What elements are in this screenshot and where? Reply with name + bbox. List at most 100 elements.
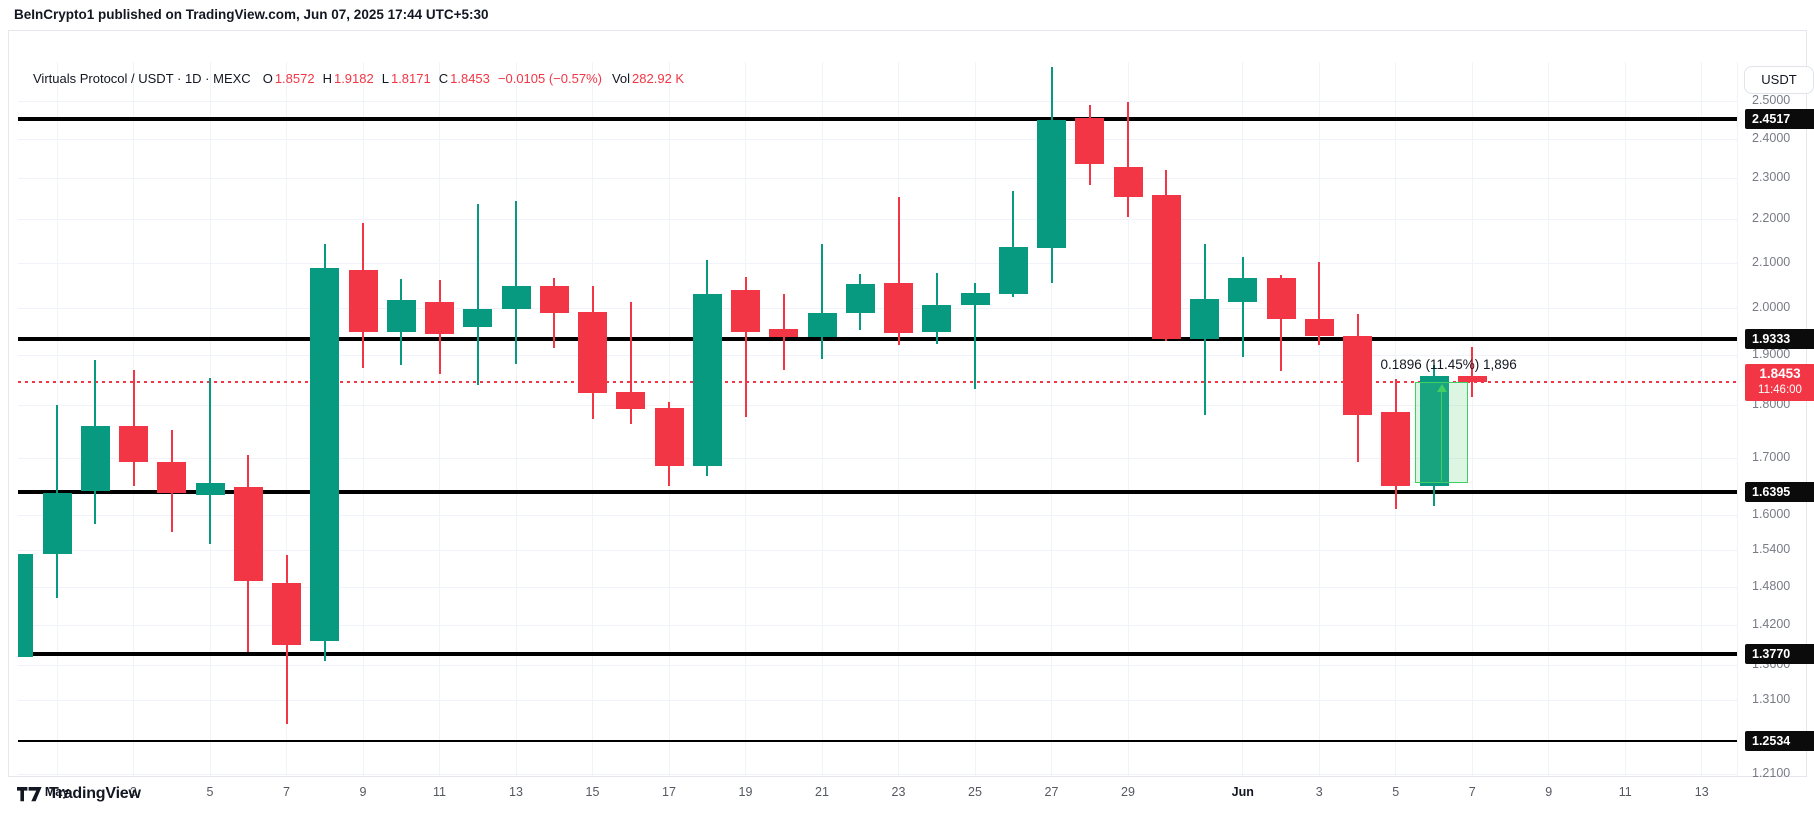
candle-may-10 xyxy=(386,299,416,332)
candle-may-21 xyxy=(807,313,837,337)
volume-value: 282.92 K xyxy=(632,71,685,86)
price-axis-label: 1.4200 xyxy=(1752,617,1791,632)
candle-may-12-wick xyxy=(476,203,479,386)
time-axis-label: 5 xyxy=(1392,785,1400,799)
time-axis-label: 11 xyxy=(1618,785,1632,799)
price-axis-label: 2.4000 xyxy=(1752,130,1791,145)
grid-vline xyxy=(439,62,440,776)
grid-vline xyxy=(1242,62,1244,776)
price-axis[interactable]: USDT 2.5000 2.4000 2.3000 2.2000 2.1000 2.000… xyxy=(1737,62,1814,780)
candle-may-5-wick xyxy=(209,378,211,545)
time-axis-label: 19 xyxy=(738,785,753,799)
candle-may-4 xyxy=(157,461,187,494)
price-level-badge: 1.3770 xyxy=(1745,643,1814,664)
grid-vline xyxy=(898,62,899,776)
support-resistance-line[interactable] xyxy=(18,651,1737,656)
time-axis-label: 25 xyxy=(968,785,982,799)
high-label: H xyxy=(322,71,332,86)
measure-arrow-icon xyxy=(1436,384,1447,393)
candle-may-7 xyxy=(272,583,301,646)
time-axis-label: 13 xyxy=(509,785,523,799)
candle-may-6 xyxy=(233,486,263,582)
price-level-badge: 1.6395 xyxy=(1745,482,1814,503)
grid-hline xyxy=(18,307,1737,309)
tradingview-wordmark: TradingView xyxy=(49,785,141,802)
price-chart-plot[interactable]: 0.1896 (11.45%) 1,896 xyxy=(18,62,1737,776)
candle-may-2 xyxy=(80,425,110,492)
candle-jun-1-wick xyxy=(1241,256,1244,357)
grid-hline xyxy=(18,138,1737,140)
support-resistance-line[interactable] xyxy=(18,337,1737,342)
candle-jun-3 xyxy=(1304,319,1334,336)
candle-may-13 xyxy=(501,286,531,310)
price-axis-label: 2.0000 xyxy=(1752,299,1791,314)
candle-may-8 xyxy=(310,267,340,642)
low-label: L xyxy=(381,71,389,86)
close-label: C xyxy=(438,71,449,86)
time-axis-label: 23 xyxy=(891,785,906,799)
candle-may-19 xyxy=(731,289,760,332)
price-axis-label: 2.2000 xyxy=(1752,211,1791,226)
grid-hline xyxy=(18,219,1737,221)
grid-vline xyxy=(286,62,287,776)
low-value: 1.8171 xyxy=(390,71,431,86)
candle-may-17 xyxy=(654,407,684,467)
grid-vline xyxy=(515,62,517,776)
close-value: 1.8453 xyxy=(450,71,490,86)
candle-jun-2-wick xyxy=(1280,275,1282,372)
candle-may-14 xyxy=(539,286,569,314)
price-axis-label: 2.3000 xyxy=(1752,170,1791,185)
candle-jun-7-wick xyxy=(1471,346,1474,397)
candle-apr-30 xyxy=(18,554,34,658)
time-axis-label: 27 xyxy=(1044,785,1059,799)
time-axis-label: 15 xyxy=(585,785,600,799)
price-axis-label: 2.1000 xyxy=(1752,254,1791,269)
time-axis[interactable]: May 3 5 7 9 11 13 15 17 19 21 23 25 27 29 Jun 3 5 7 9 11 13 xyxy=(18,776,1737,808)
candle-may-11 xyxy=(425,302,454,334)
support-resistance-line[interactable] xyxy=(18,490,1737,495)
candle-jun-4 xyxy=(1343,335,1372,416)
grid-vline xyxy=(1051,62,1052,776)
candle-jun-6 xyxy=(1419,376,1449,486)
support-resistance-line[interactable] xyxy=(18,117,1737,121)
grid-vline xyxy=(974,62,976,776)
grid-vline xyxy=(1318,62,1320,776)
grid-hline xyxy=(18,262,1737,264)
candle-may-31 xyxy=(1190,299,1219,339)
tradingview-logo[interactable]: TradingView xyxy=(17,785,141,803)
grid-vline xyxy=(821,62,823,776)
price-unit-button[interactable]: USDT xyxy=(1744,66,1814,94)
candle-may-15 xyxy=(578,311,607,394)
support-resistance-line[interactable] xyxy=(18,739,1737,743)
candle-jun-1 xyxy=(1228,278,1258,303)
candle-may-29 xyxy=(1113,167,1143,197)
price-axis-label: 1.9000 xyxy=(1752,347,1791,362)
time-axis-label: 21 xyxy=(815,785,829,799)
time-axis-label: May xyxy=(44,785,70,799)
grid-hline xyxy=(18,178,1737,180)
current-price-value: 1.8453 xyxy=(1759,365,1801,381)
candle-may-27 xyxy=(1037,120,1066,248)
time-axis-label: 3 xyxy=(1315,785,1323,799)
price-axis-label: 1.6000 xyxy=(1752,506,1791,521)
candle-jun-7 xyxy=(1457,376,1487,383)
high-value: 1.9182 xyxy=(333,71,374,86)
candle-may-25-wick xyxy=(974,283,976,390)
candle-may-24 xyxy=(922,305,952,333)
candle-may-21-wick xyxy=(821,243,823,359)
candle-may-19-wick xyxy=(744,276,747,418)
price-level-badge: 1.2534 xyxy=(1745,731,1814,752)
candle-jun-3-wick xyxy=(1318,262,1321,345)
time-axis-label: Jun xyxy=(1231,785,1254,799)
grid-hline xyxy=(18,700,1737,702)
time-axis-label: 3 xyxy=(130,785,137,799)
grid-hline xyxy=(18,405,1737,407)
grid-vline xyxy=(1127,62,1129,776)
price-level-badge: 1.9333 xyxy=(1745,329,1814,350)
grid-hline xyxy=(18,665,1737,667)
candle-may-13-wick xyxy=(515,201,517,365)
time-axis-label: 7 xyxy=(283,785,290,799)
time-axis-label: 11 xyxy=(433,785,446,799)
candle-may-12 xyxy=(463,309,493,328)
